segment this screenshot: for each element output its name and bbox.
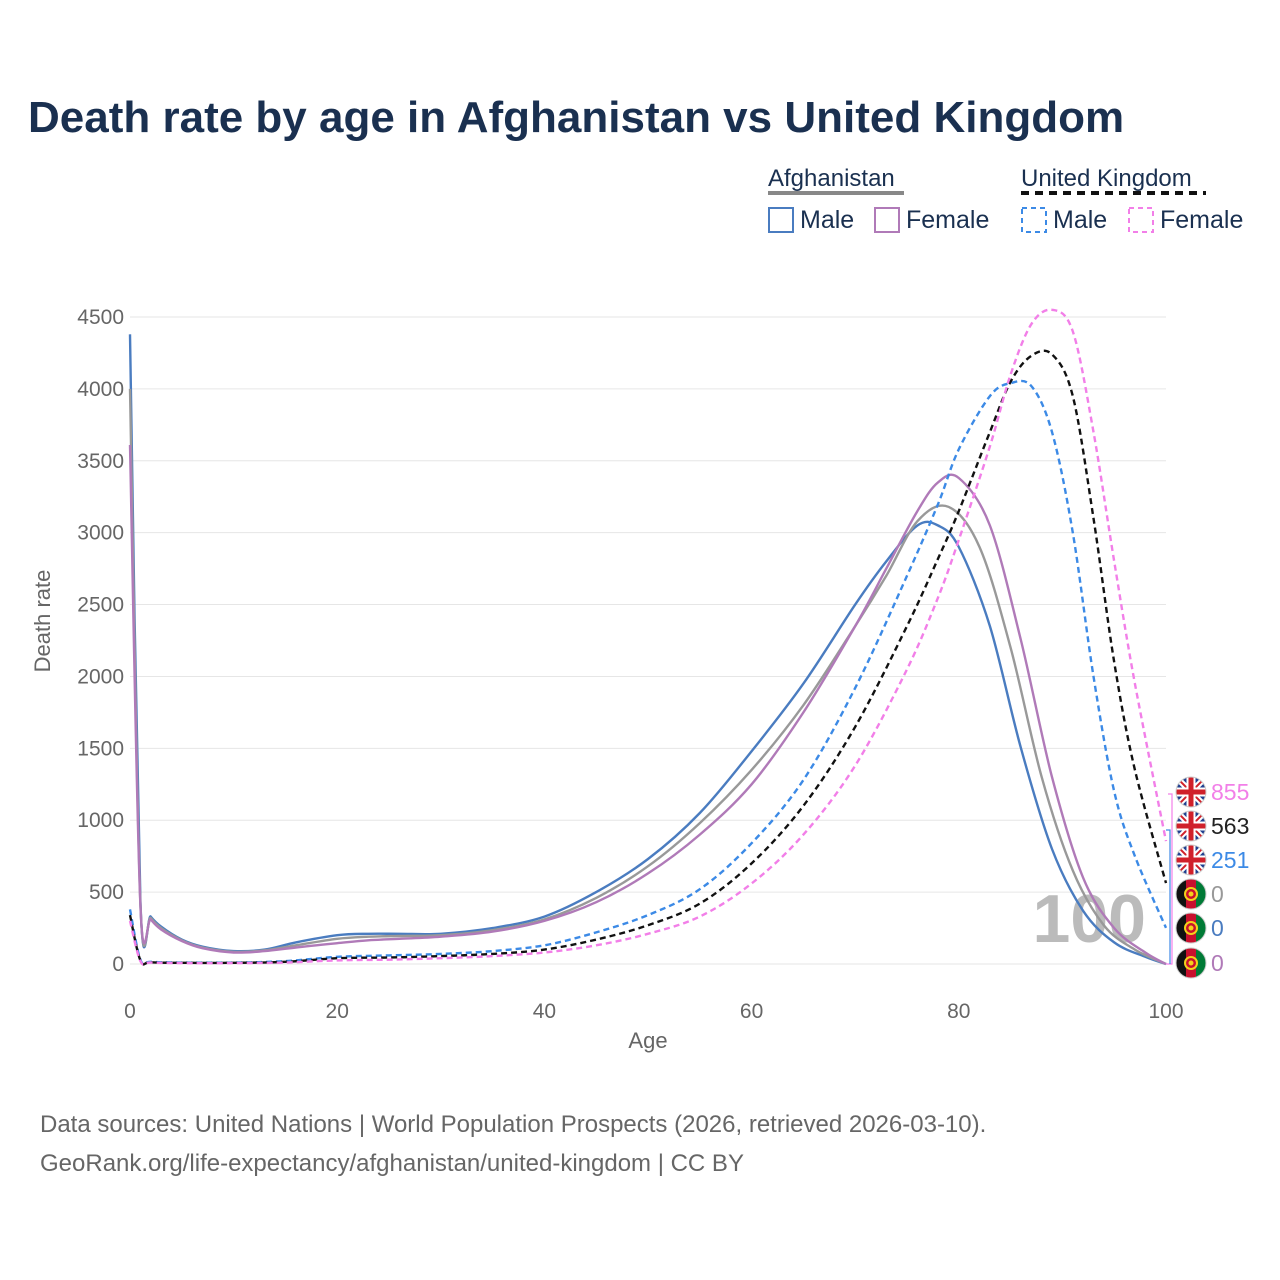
x-tick-label: 80 — [947, 1000, 970, 1023]
legend-swatch-uk-male[interactable] — [1021, 207, 1047, 233]
chart-title: Death rate by age in Afghanistan vs Unit… — [28, 93, 1124, 142]
end-value-label: 0 — [1211, 881, 1224, 907]
y-tick-label: 2000 — [77, 665, 124, 688]
end-labels: 855 563 251 0 0 0 — [1166, 776, 1249, 979]
legend-label-afghanistan-female[interactable]: Female — [906, 206, 989, 234]
series-line-united-kingdom-both[interactable] — [128, 349, 1168, 966]
end-value-label: 563 — [1211, 813, 1249, 839]
x-axis-label: Age — [628, 1028, 667, 1053]
y-tick-label: 4500 — [77, 306, 124, 329]
series-line-afghanistan-female[interactable] — [128, 444, 1167, 966]
y-tick-label: 3000 — [77, 522, 124, 545]
legend-label-afghanistan-male[interactable]: Male — [800, 206, 854, 234]
afghanistan-flag-icon — [1175, 912, 1207, 944]
x-tick-label: 60 — [740, 1000, 763, 1023]
y-axis-ticks: 0 500 1000 1500 2000 2500 3000 3500 4000 4500 — [77, 306, 124, 976]
y-tick-label: 1500 — [77, 737, 124, 760]
end-connector — [1166, 793, 1173, 965]
legend-label-uk-male[interactable]: Male — [1053, 206, 1107, 234]
y-tick-label: 500 — [89, 881, 124, 904]
uk-flag-icon — [1175, 776, 1207, 808]
afghanistan-flag-icon — [1175, 947, 1207, 979]
x-tick-label: 20 — [326, 1000, 349, 1023]
footer-sources: Data sources: United Nations | World Pop… — [40, 1111, 986, 1138]
legend-group-afghanistan: Afghanistan — [768, 165, 895, 192]
x-tick-label: 40 — [533, 1000, 556, 1023]
end-connector — [1166, 829, 1171, 964]
y-axis-label: Death rate — [30, 570, 55, 673]
footer-link[interactable]: GeoRank.org/life-expectancy/afghanistan/… — [40, 1150, 744, 1177]
legend-swatch-uk-female[interactable] — [1128, 207, 1154, 233]
y-tick-label: 3500 — [77, 450, 124, 473]
y-tick-label: 0 — [112, 953, 124, 976]
series-lines — [128, 308, 1168, 966]
end-value-label: 0 — [1211, 950, 1224, 976]
series-line-united-kingdom-female[interactable] — [128, 308, 1168, 966]
y-tick-label: 1000 — [77, 809, 124, 832]
end-value-label: 0 — [1211, 915, 1224, 941]
end-value-label: 251 — [1211, 847, 1249, 873]
legend-label-uk-female[interactable]: Female — [1160, 206, 1243, 234]
legend-swatch-afghanistan-female[interactable] — [874, 207, 900, 233]
y-tick-label: 4000 — [77, 378, 124, 401]
afghanistan-flag-icon — [1175, 878, 1207, 910]
x-axis-ticks: 0 20 40 60 80 100 — [124, 1000, 1183, 1023]
uk-flag-icon — [1175, 810, 1207, 842]
uk-flag-icon — [1175, 844, 1207, 876]
x-tick-label: 0 — [124, 1000, 136, 1023]
legend-group-united-kingdom: United Kingdom — [1021, 165, 1192, 192]
end-value-label: 855 — [1211, 779, 1249, 805]
legend-swatch-afghanistan-male[interactable] — [768, 207, 794, 233]
y-tick-label: 2500 — [77, 594, 124, 617]
legend: Afghanistan Male Female United Kingdom M… — [768, 165, 1243, 234]
series-line-united-kingdom-male[interactable] — [128, 379, 1168, 966]
x-tick-label: 100 — [1148, 1000, 1183, 1023]
